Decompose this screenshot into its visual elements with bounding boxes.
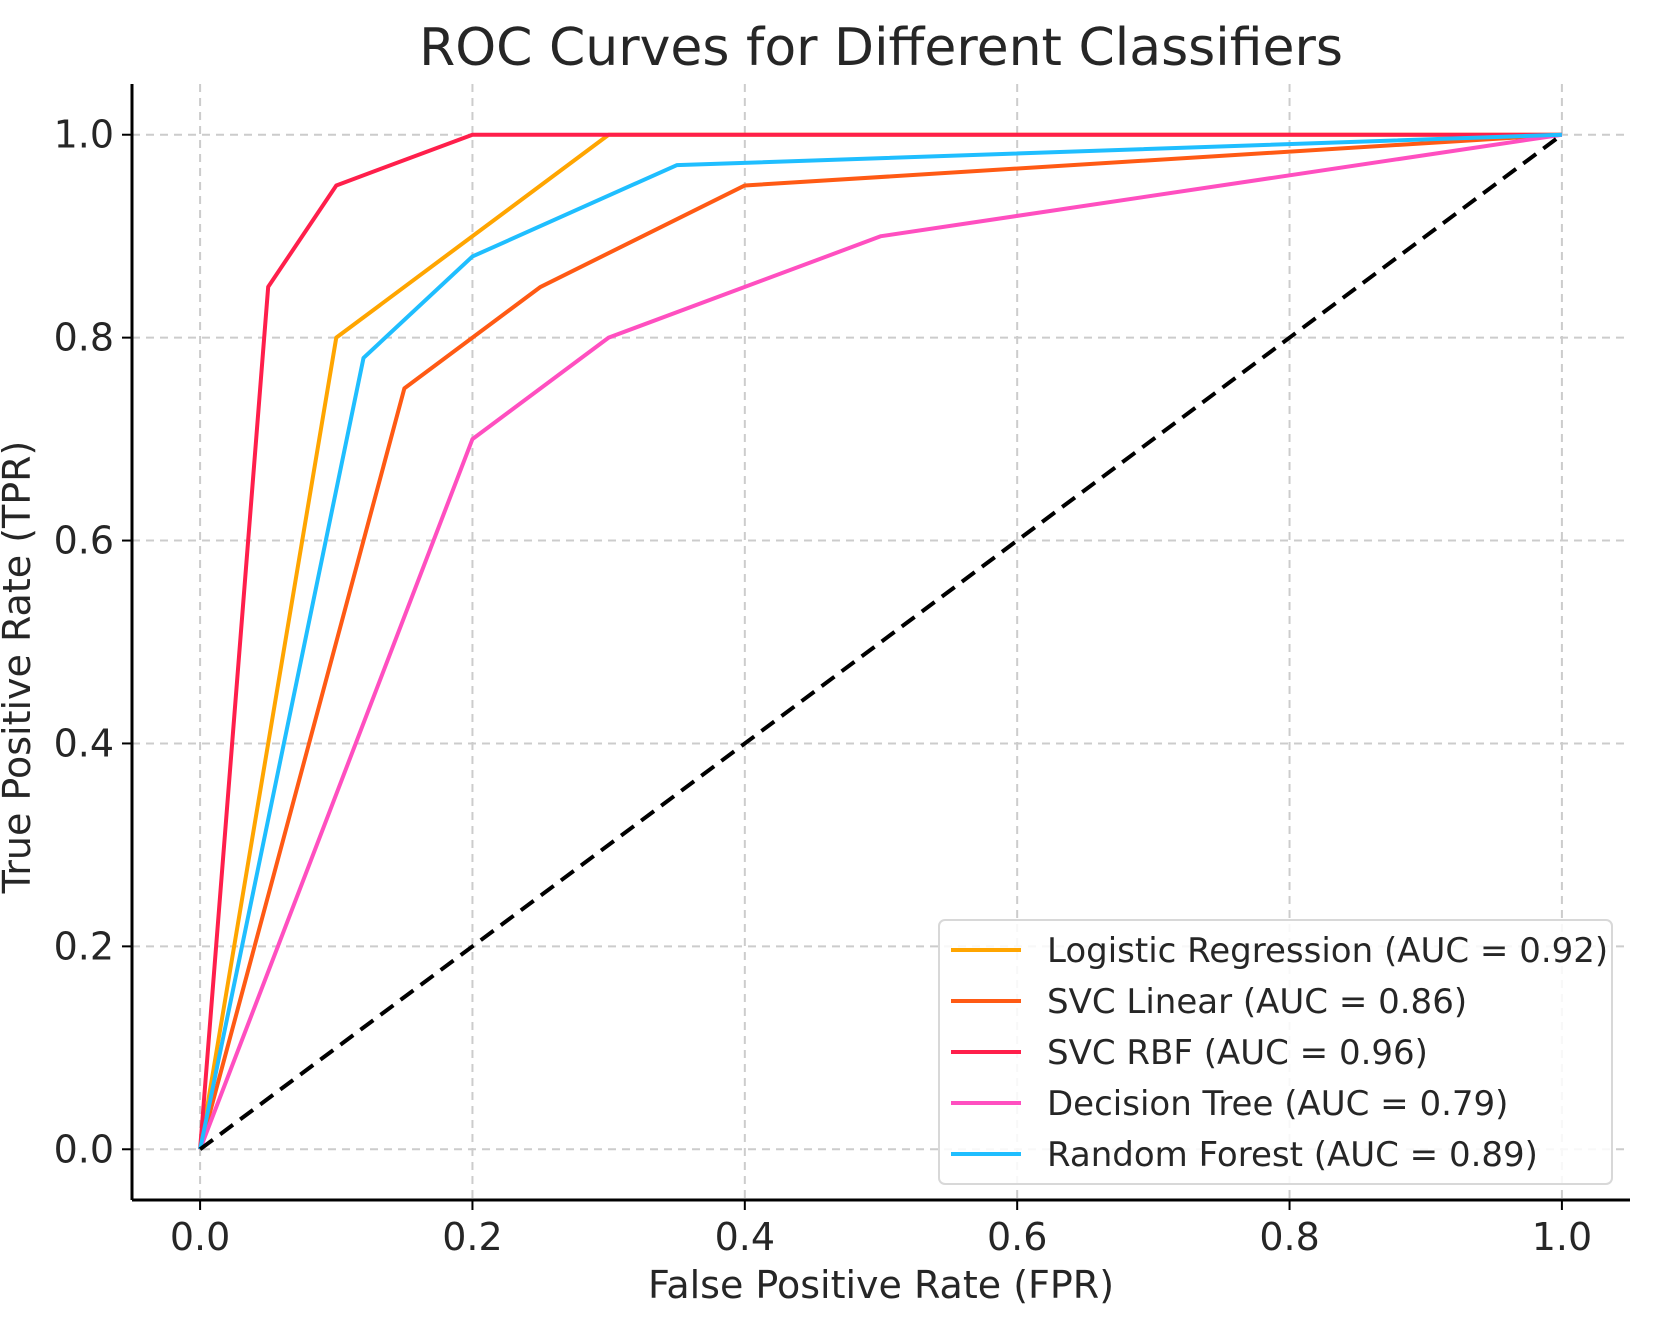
legend-label: SVC Linear (AUC = 0.86) (1047, 982, 1467, 1022)
roc-curve-5 (198, 132, 1562, 1150)
plot-area (198, 132, 1564, 1151)
roc-curve-3 (198, 132, 1562, 1150)
legend-label: Decision Tree (AUC = 0.79) (1047, 1084, 1508, 1124)
x-tick-label: 0.4 (715, 1215, 775, 1259)
x-tick-label: 0.2 (442, 1215, 502, 1259)
legend-label: SVC RBF (AUC = 0.96) (1047, 1033, 1428, 1073)
roc-curve-2 (198, 132, 1563, 1150)
y-axis-label: True Positive Rate (TPR) (0, 441, 39, 895)
chance-line (198, 133, 1564, 1151)
x-tick-label: 0.6 (987, 1215, 1047, 1259)
x-axis-label: False Positive Rate (FPR) (648, 1263, 1114, 1307)
y-tick-label: 1.0 (54, 113, 114, 157)
y-tick-label: 0.0 (54, 1127, 114, 1171)
legend-label: Random Forest (AUC = 0.89) (1047, 1135, 1538, 1175)
y-tick-label: 0.4 (54, 721, 114, 765)
y-tick-label: 0.2 (54, 924, 114, 968)
x-tick-label: 0.0 (170, 1215, 230, 1259)
legend: Logistic Regression (AUC = 0.92) SVC Line… (938, 919, 1613, 1185)
roc-curve-4 (198, 132, 1563, 1150)
y-tick-label: 0.8 (54, 316, 114, 360)
x-tick-label: 1.0 (1532, 1215, 1592, 1259)
chart-title: ROC Curves for Different Classifiers (419, 18, 1343, 78)
axes: 0.0 0.2 0.4 0.6 0.8 1.0 0.0 0.2 0.4 0.6 0.8 1.0 (54, 84, 1630, 1259)
legend-label: Logistic Regression (AUC = 0.92) (1047, 931, 1608, 971)
x-tick-label: 0.8 (1259, 1215, 1319, 1259)
y-tick-label: 0.6 (54, 519, 114, 563)
legend-box (938, 919, 1613, 1185)
